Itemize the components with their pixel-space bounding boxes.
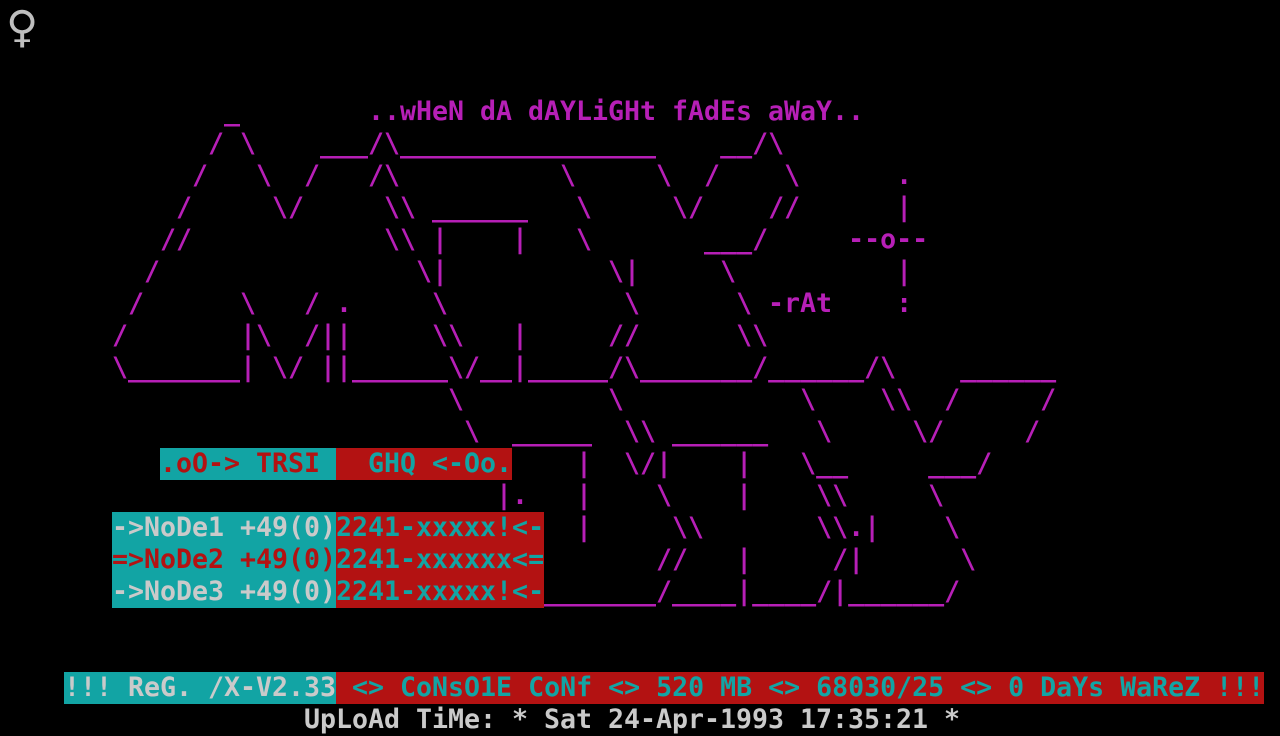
node3-row: ->NoDe3 +49(0)2241-xxxxx!<- [48,544,545,608]
trsi-ghq-banner: .oO-> TRSI GHQ <-Oo. [96,416,513,480]
node3-label: ->NoDe3 +49(0) [112,576,337,608]
artist-signature: -rAt [768,288,833,319]
status-bar-right: <> CoNsO1E CoNf <> 520 MB <> 68030/25 <>… [336,672,1265,704]
upload-time-line: UpLoAd TiMe: * Sat 24-Apr-1993 17:35:21 … [304,704,961,735]
ghq-banner-right: GHQ <-Oo. [336,448,513,480]
node2-number: 2241-xxxxxx<= [336,544,545,576]
trsi-banner-left: .oO-> TRSI [160,448,337,480]
status-bar-left: !!! ReG. /X-V2.33 [64,672,337,704]
node2-row: =>NoDe2 +49(0)2241-xxxxxx<= [48,512,545,576]
mouse-pointer-icon[interactable]: ♀ [6,2,39,53]
node2-label: =>NoDe2 +49(0) [112,544,337,576]
node3-number: 2241-xxxxx!<- [336,576,545,608]
node1-label: ->NoDe1 +49(0) [112,512,337,544]
slogan-text: ..wHeN dA dAYLiGHt fAdEs aWaY.. [368,96,865,127]
node1-number: 2241-xxxxx!<- [336,512,545,544]
node1-row: ->NoDe1 +49(0)2241-xxxxx!<- [48,480,545,544]
system-status-bar: !!! ReG. /X-V2.33 <> CoNsO1E CoNf <> 520… [0,640,1265,704]
